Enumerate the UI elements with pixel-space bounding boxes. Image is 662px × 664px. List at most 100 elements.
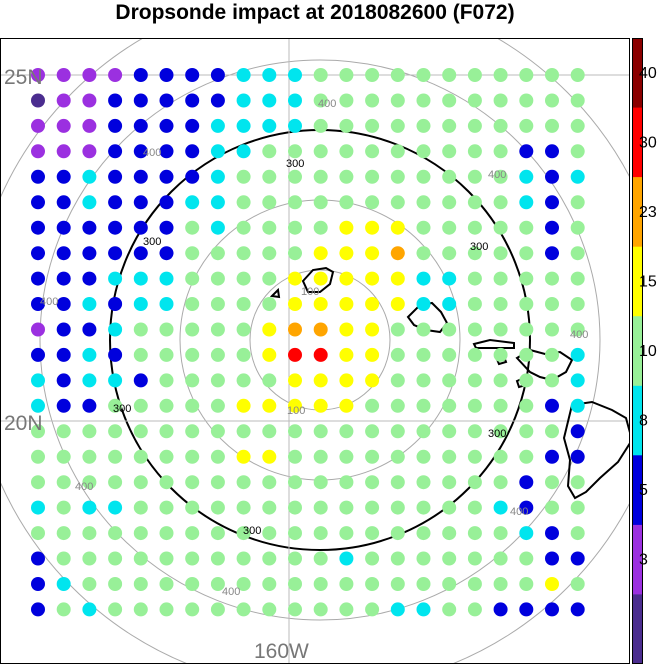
impact-dot: [339, 169, 354, 184]
impact-dot: [262, 93, 277, 108]
impact-dot: [339, 373, 354, 388]
impact-dot: [570, 551, 585, 566]
impact-dot: [519, 526, 534, 541]
impact-dot: [31, 144, 45, 159]
impact-dot: [108, 322, 123, 337]
impact-dot: [545, 271, 559, 286]
impact-dot: [185, 373, 200, 388]
impact-dot: [339, 271, 354, 286]
impact-dot: [519, 424, 534, 439]
impact-dot: [288, 93, 302, 108]
impact-dot: [56, 246, 71, 261]
impact-dot: [133, 551, 148, 566]
impact-dot: [313, 398, 328, 413]
impact-dot: [288, 169, 302, 184]
impact-dot: [519, 220, 534, 235]
impact-dot: [56, 424, 71, 439]
island-molokai: [472, 338, 515, 349]
impact-dot: [288, 551, 302, 566]
impact-dot: [313, 93, 328, 108]
impact-dot: [159, 398, 174, 413]
impact-dot: [288, 602, 302, 617]
impact-dot: [339, 602, 354, 617]
impact-dot: [442, 500, 457, 515]
impact-dot: [262, 322, 277, 337]
impact-dot: [262, 144, 277, 159]
impact-dot: [82, 220, 97, 235]
impact-dot: [210, 297, 225, 311]
impact-dot: [262, 246, 277, 261]
impact-dot: [416, 271, 431, 286]
impact-dot: [236, 68, 251, 82]
impact-dot: [288, 118, 302, 133]
impact-dot: [288, 577, 302, 591]
impact-dot: [493, 424, 508, 439]
impact-dot: [570, 322, 585, 337]
impact-dot: [56, 68, 71, 82]
impact-dot: [262, 297, 277, 311]
impact-dot: [56, 449, 71, 464]
impact-dot: [442, 322, 457, 337]
island-maui: [515, 348, 574, 382]
impact-dot: [365, 398, 380, 413]
impact-dot: [108, 602, 123, 617]
impact-dot: [365, 144, 380, 159]
impact-dot: [210, 144, 225, 159]
ring-label-400-sw: 400: [75, 481, 93, 493]
impact-dot: [493, 144, 508, 159]
impact-dot: [236, 322, 251, 337]
impact-dot: [185, 602, 200, 617]
impact-dot: [339, 347, 354, 362]
impact-dot: [493, 169, 508, 184]
impact-dot: [210, 169, 225, 184]
impact-dot: [159, 475, 174, 490]
impact-dot: [31, 526, 45, 541]
impact-dot: [416, 500, 431, 515]
impact-dot: [159, 297, 174, 311]
impact-dot: [185, 220, 200, 235]
impact-dot: [570, 424, 585, 439]
impact-dot: [519, 398, 534, 413]
impact-dot: [56, 577, 71, 591]
impact-dot: [467, 449, 482, 464]
impact-dot: [519, 577, 534, 591]
impact-dot: [133, 169, 148, 184]
impact-dot: [262, 500, 277, 515]
impact-dot: [545, 297, 559, 311]
impact-dot: [82, 195, 97, 210]
impact-dot: [236, 93, 251, 108]
impact-dot: [133, 347, 148, 362]
impact-dot: [108, 68, 123, 82]
impact-dot: [185, 500, 200, 515]
impact-dot: [56, 220, 71, 235]
impact-dot: [442, 271, 457, 286]
impact-dot: [493, 449, 508, 464]
impact-dot: [442, 220, 457, 235]
impact-dot: [82, 118, 97, 133]
impact-dot: [82, 68, 97, 82]
ring-label-300-top: 300: [286, 158, 304, 170]
impact-dot: [416, 220, 431, 235]
impact-dot: [108, 449, 123, 464]
impact-dot: [31, 246, 45, 261]
impact-dot: [56, 373, 71, 388]
impact-dot: [133, 398, 148, 413]
impact-dot: [313, 169, 328, 184]
impact-dot: [82, 449, 97, 464]
impact-dot: [108, 220, 123, 235]
impact-dot: [339, 449, 354, 464]
impact-dot: [210, 577, 225, 591]
impact-dot: [390, 500, 405, 515]
impact-dot: [390, 526, 405, 541]
lon-label-160w: 160W: [254, 640, 309, 663]
impact-dot: [416, 297, 431, 311]
impact-dot: [390, 144, 405, 159]
impact-dot: [185, 449, 200, 464]
impact-dot: [185, 297, 200, 311]
impact-dot: [236, 577, 251, 591]
impact-dot: [236, 424, 251, 439]
impact-dot: [236, 220, 251, 235]
impact-dot: [288, 500, 302, 515]
impact-dot: [365, 169, 380, 184]
impact-dot: [339, 246, 354, 261]
